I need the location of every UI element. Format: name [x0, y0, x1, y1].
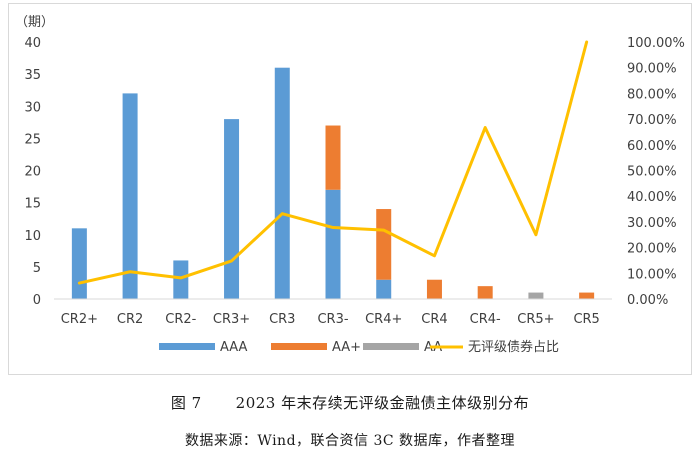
y2-tick-label: 30.00%: [627, 216, 677, 231]
bar-AAA: [274, 67, 290, 299]
x-tick-label: CR2-: [165, 312, 196, 327]
y-tick-label: 25: [24, 132, 41, 147]
chart-area: （期） 0 5 10 15 20 25 30 35 40 0.00% 10.00% 20.00% 30…: [8, 3, 692, 375]
x-tick-label: CR5+: [517, 312, 554, 327]
bar-AA+: [426, 279, 442, 299]
y-tick-label: 40: [24, 36, 41, 51]
legend-label: AA+: [332, 340, 361, 355]
x-tick-label: CR3+: [213, 312, 250, 327]
x-axis: CR2+ CR2 CR2- CR3+ CR3 CR3- CR4+ CR4 CR4- CR5+ CR5: [61, 312, 600, 327]
bar-AAA: [376, 279, 392, 299]
bar-AAA: [325, 189, 341, 299]
x-tick-label: CR2+: [61, 312, 98, 327]
y-tick-label: 0: [33, 293, 41, 308]
x-tick-label: CR4-: [470, 312, 501, 327]
y-tick-label: 5: [33, 261, 41, 276]
bar-AAA: [71, 228, 87, 299]
bar-AA: [528, 292, 544, 299]
y-axis-right: 0.00% 10.00% 20.00% 30.00% 40.00% 50.00% 60.00…: [627, 36, 685, 308]
bar-AA+: [477, 286, 493, 299]
y2-tick-label: 80.00%: [627, 87, 677, 102]
figure-number: 图 7: [170, 394, 202, 412]
legend-swatch: [363, 343, 419, 350]
y-axis-left: 0 5 10 15 20 25 30 35 40: [24, 36, 41, 308]
data-source-note: 数据来源：Wind，联合资信 3C 数据库，作者整理: [184, 433, 516, 449]
line-series: [77, 40, 589, 285]
legend-swatch: [271, 343, 327, 350]
bar-AA+: [376, 209, 392, 280]
y2-tick-label: 20.00%: [627, 242, 677, 257]
legend-swatch: [159, 343, 215, 350]
bar-AAA: [224, 119, 240, 299]
y-tick-label: 35: [24, 68, 41, 83]
y2-tick-label: 10.00%: [627, 267, 677, 282]
legend-label: AAA: [220, 340, 248, 355]
bar-series: [71, 67, 595, 300]
y-tick-label: 30: [24, 100, 41, 115]
x-tick-label: CR4+: [365, 312, 402, 327]
y2-tick-label: 0.00%: [627, 293, 668, 308]
y2-tick-label: 50.00%: [627, 165, 677, 180]
y2-tick-label: 100.00%: [627, 36, 685, 51]
y2-tick-label: 90.00%: [627, 62, 677, 77]
line-无评级债券占比: [77, 40, 589, 285]
legend-label: 无评级债券占比: [468, 339, 559, 355]
x-tick-label: CR4: [421, 312, 447, 327]
x-tick-label: CR5: [573, 312, 599, 327]
x-tick-label: CR2: [117, 312, 143, 327]
bar-AA+: [325, 125, 341, 190]
y-tick-label: 15: [24, 197, 41, 212]
bar-AAA: [122, 93, 138, 300]
y2-tick-label: 60.00%: [627, 139, 677, 154]
x-tick-label: CR3: [269, 312, 295, 327]
bar-AAA: [173, 260, 189, 299]
figure-caption: 图 7 2023 年末存续无评级金融债主体级别分布: [0, 392, 700, 413]
x-tick-label: CR3-: [317, 312, 348, 327]
y2-tick-label: 70.00%: [627, 113, 677, 128]
bar-AA+: [579, 292, 595, 299]
y-tick-label: 10: [24, 229, 41, 244]
figure-title: 2023 年末存续无评级金融债主体级别分布: [235, 394, 530, 412]
y-axis-unit-label: （期）: [15, 15, 54, 30]
y-tick-label: 20: [24, 165, 41, 180]
chart-svg: （期） 0 5 10 15 20 25 30 35 40 0.00% 10.00% 20.00% 30…: [15, 15, 685, 355]
y2-tick-label: 40.00%: [627, 190, 677, 205]
